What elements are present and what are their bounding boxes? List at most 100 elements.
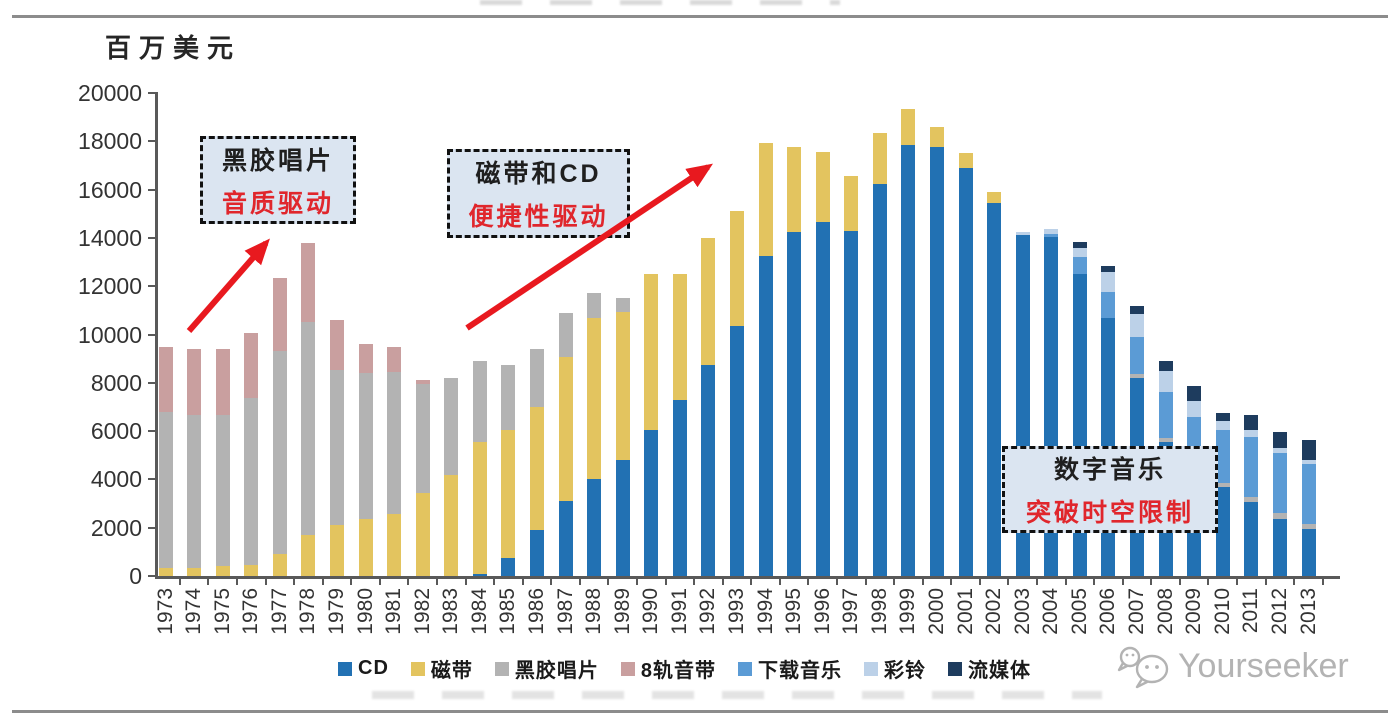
y-axis-tick	[148, 188, 156, 191]
bar-segment-黑胶唱片-1977	[272, 351, 287, 555]
bar-segment-CD-1991	[672, 399, 687, 576]
y-axis-tick-label: 10000	[78, 321, 142, 348]
bar-segment-下载音乐-2004	[1044, 234, 1059, 237]
y-axis-tick	[148, 285, 156, 288]
x-axis-tick	[493, 578, 496, 585]
bar-segment-黑胶唱片-1982	[415, 383, 430, 493]
legend-swatch	[738, 661, 753, 676]
bar-segment-8轨音带-1976	[244, 333, 259, 399]
bar-1996	[815, 152, 830, 576]
callout-digital-era: 数字音乐 突破时空限制	[1002, 446, 1218, 533]
legend-label: 磁带	[430, 660, 473, 682]
x-axis-tick	[1093, 578, 1096, 585]
bar-segment-下载音乐-2011	[1244, 437, 1259, 498]
callout-digital-title: 数字音乐	[1053, 456, 1166, 484]
bar-segment-8轨音带-1975	[215, 348, 230, 416]
bar-segment-下载音乐-2005	[1072, 257, 1087, 275]
bar-segment-彩铃-2010	[1215, 421, 1230, 430]
x-axis-tick	[607, 578, 610, 585]
bar-segment-黑胶唱片-2011	[1244, 497, 1259, 503]
bar-segment-黑胶唱片-2013	[1301, 524, 1316, 529]
bar-2007	[1130, 305, 1145, 576]
y-axis-tick	[148, 140, 156, 143]
legend-item-8轨音带: 8轨音带	[620, 654, 716, 683]
bar-segment-CD-1984	[472, 573, 487, 576]
bar-segment-CD-2010	[1215, 486, 1230, 576]
bar-segment-流媒体-2013	[1301, 439, 1316, 461]
bar-segment-磁带-1994	[758, 142, 773, 256]
bar-segment-8轨音带-1974	[187, 348, 202, 416]
bar-segment-磁带-1974	[187, 567, 202, 576]
bar-segment-CD-1997	[844, 230, 859, 576]
bar-2000	[930, 126, 945, 576]
bar-segment-彩铃-2011	[1244, 429, 1259, 438]
legend-swatch	[410, 661, 425, 676]
x-axis-tick	[950, 578, 953, 585]
x-axis-tick-label: 1992	[696, 588, 720, 635]
bar-segment-流媒体-2008	[1158, 361, 1173, 371]
bar-segment-黑胶唱片-1988	[587, 293, 602, 318]
x-axis-tick	[264, 578, 267, 585]
bar-segment-彩铃-2009	[1187, 400, 1202, 417]
bar-segment-黑胶唱片-1986	[529, 348, 544, 407]
bar-1985	[501, 364, 516, 576]
bar-segment-磁带-1992	[701, 237, 716, 365]
x-axis-tick-label: 1977	[267, 588, 291, 635]
x-axis-tick	[1236, 578, 1239, 585]
bar-segment-下载音乐-2012	[1272, 452, 1287, 514]
x-axis-tick-label: 1974	[182, 588, 206, 635]
x-axis-tick-label: 2011	[1239, 588, 1263, 634]
y-axis-tick-label: 2000	[90, 514, 142, 541]
bar-segment-彩铃-2006	[1101, 271, 1116, 293]
callout-cassette-cd-title: 磁带和CD	[475, 160, 602, 188]
x-axis-tick	[864, 578, 867, 585]
bar-1987	[558, 312, 573, 576]
x-axis-tick	[1036, 578, 1039, 585]
bar-1977	[272, 277, 287, 576]
x-axis-tick-label: 2000	[925, 588, 949, 635]
y-axis-tick	[148, 381, 156, 384]
x-axis-tick	[464, 578, 467, 585]
bar-1982	[415, 380, 430, 576]
legend-item-流媒体: 流媒体	[948, 654, 1031, 683]
bar-segment-黑胶唱片-1989	[615, 298, 630, 312]
x-axis-tick-label: 1981	[382, 588, 406, 635]
bar-segment-彩铃-2003	[1015, 231, 1030, 236]
x-axis-tick-label: 2004	[1039, 588, 1063, 635]
bar-segment-黑胶唱片-2007	[1130, 374, 1145, 378]
x-axis-tick-label: 1994	[753, 588, 777, 635]
x-axis-tick-label: 1987	[553, 588, 577, 635]
bar-1978	[301, 242, 316, 576]
bar-segment-黑胶唱片-1976	[244, 398, 259, 566]
callout-vinyl-subtitle: 音质驱动	[221, 189, 334, 218]
bar-segment-磁带-1995	[787, 147, 802, 232]
bar-segment-磁带-1980	[358, 519, 373, 576]
legend-swatch	[620, 661, 635, 676]
x-axis-tick	[693, 578, 696, 585]
x-axis-tick-label: 2003	[1010, 588, 1034, 635]
bar-1989	[615, 298, 630, 576]
x-axis-tick-label: 1978	[296, 588, 320, 635]
bar-segment-8轨音带-1978	[301, 242, 316, 323]
bar-segment-CD-1985	[501, 557, 516, 576]
bar-segment-彩铃-2007	[1130, 313, 1145, 337]
watermark: Yourseeker	[1112, 641, 1349, 691]
bar-2013	[1301, 439, 1316, 576]
y-axis-tick	[148, 236, 156, 239]
bar-segment-CD-1993	[730, 326, 744, 576]
bar-segment-黑胶唱片-2008	[1158, 438, 1173, 442]
bar-segment-8轨音带-1979	[329, 320, 344, 370]
bar-1991	[672, 274, 687, 576]
callout-digital-subtitle: 突破时空限制	[1025, 499, 1194, 527]
bar-segment-8轨音带-1973	[158, 346, 173, 412]
bar-segment-CD-2001	[958, 167, 973, 576]
bar-segment-磁带-2001	[958, 153, 973, 168]
legend-swatch	[864, 661, 879, 676]
bar-segment-CD-1988	[587, 479, 602, 576]
legend-label: 黑胶唱片	[514, 660, 599, 682]
bar-segment-磁带-1993	[730, 211, 744, 327]
bar-segment-磁带-1989	[615, 311, 630, 461]
y-axis-tick-label: 20000	[78, 80, 142, 106]
bar-segment-CD-2013	[1301, 528, 1316, 576]
x-axis-tick-label: 1998	[867, 588, 891, 635]
